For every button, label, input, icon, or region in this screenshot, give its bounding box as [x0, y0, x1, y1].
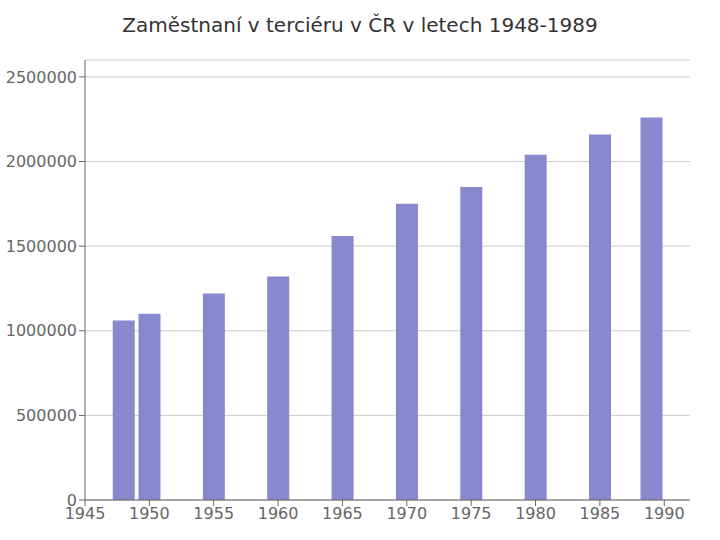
svg-text:1000000: 1000000	[8, 321, 77, 340]
html-text:Zaměstnaní v terciéru v ČR v l: Zaměstnaní v terciéru v ČR v letech 1948…	[122, 13, 598, 37]
svg-text:1975: 1975	[451, 504, 492, 523]
svg-text:1965: 1965	[322, 504, 363, 523]
svg-text:1960: 1960	[258, 504, 299, 523]
svg-text:1950: 1950	[129, 504, 170, 523]
svg-text:1990: 1990	[644, 504, 685, 523]
svg-text:1500000: 1500000	[8, 237, 77, 256]
svg-text:1955: 1955	[193, 504, 234, 523]
svg-text:1970: 1970	[386, 504, 427, 523]
svg-text:500000: 500000	[16, 406, 77, 425]
svg-text:2500000: 2500000	[8, 68, 77, 87]
svg-text:1985: 1985	[580, 504, 621, 523]
svg-text:1945: 1945	[64, 504, 106, 524]
svg-text:2000000: 2000000	[8, 152, 77, 171]
svg-text:0: 0	[67, 491, 77, 510]
svg-text:1980: 1980	[515, 504, 556, 523]
